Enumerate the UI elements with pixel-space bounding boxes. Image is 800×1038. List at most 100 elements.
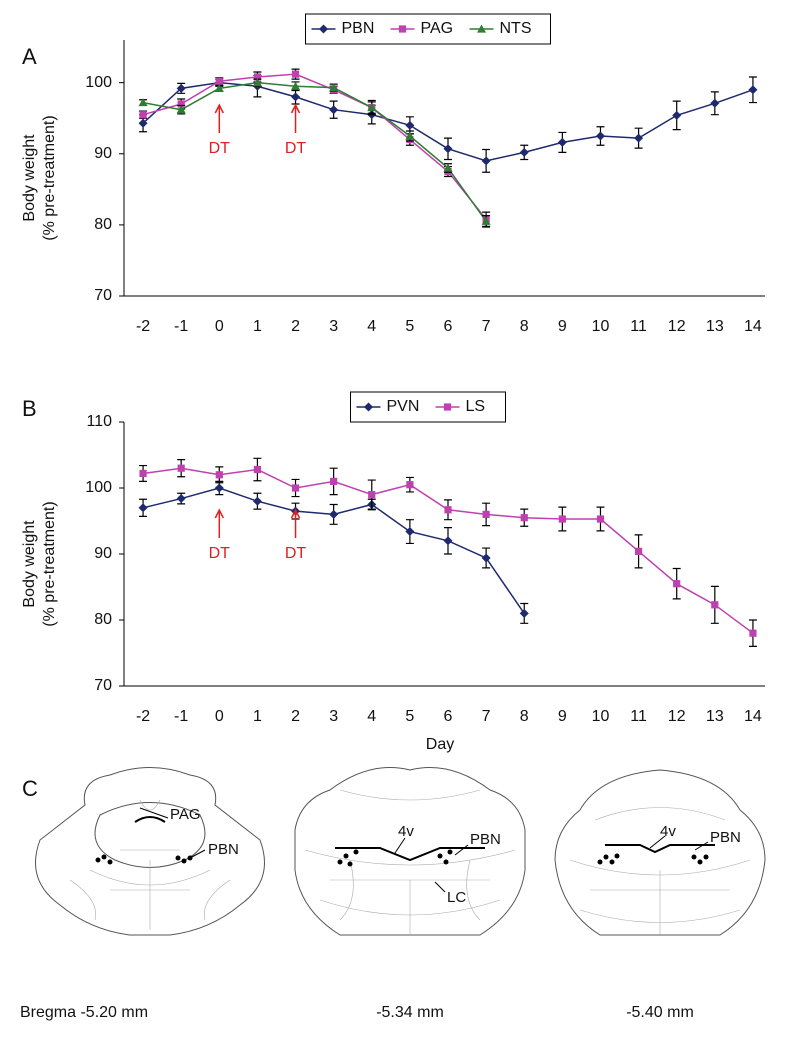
marker [139, 469, 147, 478]
legend-label: LS [466, 398, 486, 415]
legend-label: PVN [387, 398, 420, 415]
marker [634, 547, 643, 555]
y-tick-label: 110 [86, 413, 112, 430]
legend: PBN PAG NTS [305, 13, 551, 45]
y-tick-label: 100 [85, 479, 112, 496]
marker [519, 147, 529, 157]
section-2 [294, 767, 526, 936]
y-axis-label: (% pre-treatment) [41, 115, 58, 240]
x-tick-label: 1 [253, 708, 262, 725]
legend: PVN LS [350, 391, 506, 423]
x-tick-label: 0 [215, 708, 224, 725]
marker [443, 536, 453, 546]
annotation: DT [209, 545, 231, 562]
region-label: PAG [170, 806, 201, 823]
marker [138, 118, 148, 128]
y-axis-label: Body weight [21, 520, 38, 608]
marker [634, 133, 644, 143]
x-axis-label: Day [426, 736, 454, 753]
section-caption: -5.40 mm [626, 1004, 694, 1021]
y-tick-label: 80 [94, 216, 112, 233]
marker [748, 85, 758, 95]
marker [596, 515, 605, 523]
x-tick-label: 6 [444, 318, 453, 335]
x-tick-label: 14 [744, 318, 762, 335]
marker [405, 527, 415, 537]
x-tick-label: 2 [291, 318, 300, 335]
annotation-arrow [214, 508, 224, 538]
y-tick-label: 90 [94, 145, 112, 162]
marker [329, 509, 339, 519]
marker [176, 83, 186, 93]
legend-label: PAG [421, 20, 454, 37]
region-label: PBN [710, 829, 741, 846]
marker [558, 515, 566, 523]
region-label: 4v [398, 823, 414, 840]
x-tick-label: 0 [215, 318, 224, 335]
legend-label: PBN [342, 20, 375, 37]
marker [557, 137, 567, 147]
x-tick-label: 9 [558, 708, 567, 725]
marker [406, 481, 414, 489]
x-tick-label: -2 [136, 318, 150, 335]
y-tick-label: 70 [94, 287, 112, 304]
region-label: PBN [208, 841, 239, 858]
marker [481, 553, 491, 563]
x-tick-label: 3 [329, 318, 338, 335]
marker [520, 514, 528, 522]
section-caption: -5.34 mm [376, 1004, 444, 1021]
marker [405, 120, 415, 130]
marker [139, 111, 147, 119]
series-line [142, 73, 487, 220]
marker [214, 83, 224, 92]
marker [595, 131, 605, 141]
marker [252, 78, 262, 87]
y-tick-label: 100 [85, 74, 112, 91]
annotation-arrow [290, 103, 301, 133]
x-tick-label: 5 [405, 318, 414, 335]
y-axis-label: Body weight [21, 134, 38, 222]
marker [443, 403, 452, 411]
annotation: DT [285, 545, 307, 562]
marker [252, 496, 262, 506]
marker [253, 465, 262, 474]
x-tick-label: 4 [367, 708, 376, 725]
region-label: LC [447, 889, 466, 906]
marker [364, 402, 373, 412]
marker [215, 471, 223, 479]
x-tick-label: 8 [520, 318, 529, 335]
marker [481, 216, 491, 225]
marker [176, 105, 186, 114]
marker [398, 25, 407, 33]
annotation: DT [209, 140, 231, 157]
x-tick-label: 13 [706, 318, 724, 335]
marker [176, 494, 186, 504]
panel-letter: C [22, 776, 38, 801]
legend-box [305, 13, 551, 45]
x-tick-label: 10 [592, 708, 610, 725]
x-tick-label: 7 [482, 708, 491, 725]
marker [138, 503, 148, 513]
y-tick-label: 70 [94, 677, 112, 694]
marker [477, 24, 486, 33]
legend-label: NTS [500, 20, 532, 37]
marker [367, 103, 377, 112]
marker [319, 24, 328, 34]
annotation: DT [285, 140, 307, 157]
x-tick-label: 3 [329, 708, 338, 725]
x-tick-label: 12 [668, 708, 686, 725]
marker [710, 98, 720, 108]
section-caption: Bregma -5.20 mm [20, 1004, 148, 1021]
x-tick-label: 8 [520, 708, 529, 725]
x-tick-label: 11 [630, 708, 647, 725]
marker [215, 77, 223, 85]
marker [291, 92, 301, 102]
marker [405, 131, 415, 140]
x-tick-label: 13 [706, 708, 724, 725]
x-tick-label: 12 [668, 318, 686, 335]
marker [711, 601, 719, 609]
x-tick-label: 5 [405, 708, 414, 725]
marker [749, 629, 757, 637]
marker [329, 105, 339, 115]
